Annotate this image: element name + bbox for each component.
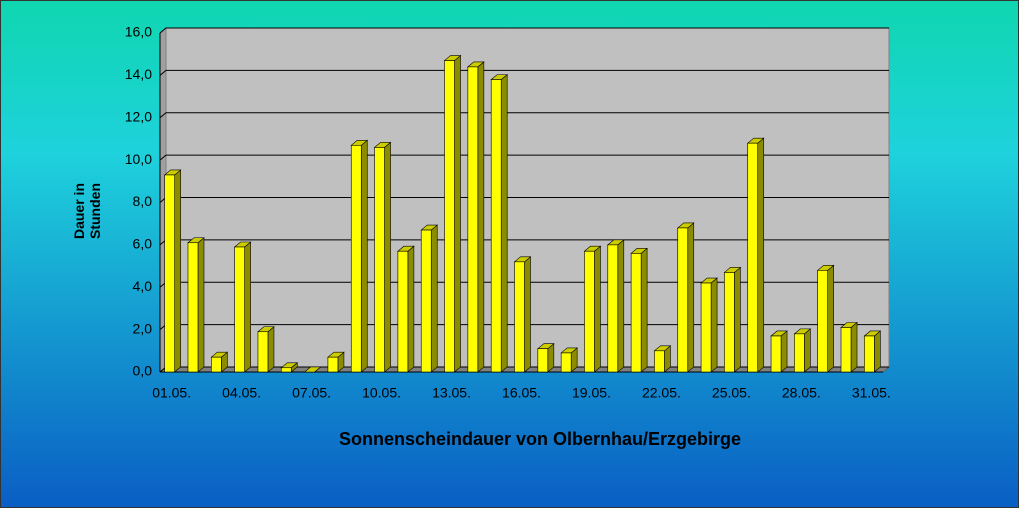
chart-title: Sonnenscheindauer von Olbernhau/Erzgebir… — [339, 429, 741, 449]
bar — [864, 335, 875, 373]
x-tick-label: 01.05. — [152, 385, 191, 401]
bar-side — [804, 328, 811, 373]
bar-side — [384, 141, 391, 373]
bar-side — [850, 321, 858, 373]
y-tick-label: 0,0 — [133, 363, 153, 379]
bar — [187, 242, 199, 373]
bar — [350, 144, 362, 373]
grid-line — [159, 69, 889, 76]
bar — [420, 229, 432, 373]
y-tick-label: 2,0 — [133, 320, 153, 336]
x-tick-label: 07.05. — [292, 385, 331, 401]
x-tick-label: 19.05. — [572, 385, 611, 401]
bar-side — [734, 266, 741, 373]
bar — [770, 335, 782, 373]
x-tick-label: 04.05. — [222, 385, 261, 401]
y-tick-label: 16,0 — [125, 24, 152, 40]
bar-side — [267, 326, 275, 373]
x-tick-label: 10.05. — [362, 385, 401, 401]
bar-side — [617, 239, 625, 373]
bar — [584, 250, 595, 373]
grid-line — [159, 112, 889, 119]
plot-area: 0,0 2,0 4,0 6,0 8,0 10,0 12,0 14,0 16,0 01.05. 04.… — [125, 24, 891, 401]
grid-line — [159, 27, 889, 34]
bar-side — [640, 247, 648, 373]
bar-side — [827, 264, 834, 373]
bar — [490, 79, 502, 373]
bar — [607, 244, 619, 373]
bar — [724, 272, 735, 373]
bar-side — [874, 330, 881, 373]
x-tick-label: 13.05. — [432, 385, 471, 401]
x-tick-label: 28.05. — [782, 385, 821, 401]
y-tick-label: 10,0 — [125, 151, 152, 167]
y-tick-label: 8,0 — [133, 193, 153, 209]
bar — [840, 327, 852, 373]
bar — [794, 333, 805, 373]
bar-side — [594, 245, 601, 373]
bar — [654, 350, 665, 373]
bar-side — [407, 245, 415, 373]
bar-side — [500, 73, 508, 373]
bar — [164, 174, 175, 373]
bar — [234, 246, 245, 373]
bar — [374, 147, 385, 373]
bar-side — [174, 169, 181, 373]
bar-side — [360, 139, 368, 373]
grid-line — [159, 154, 889, 161]
bar-side — [687, 222, 695, 373]
bar-side — [454, 54, 461, 373]
bar — [677, 227, 689, 373]
bar-side — [780, 330, 788, 373]
bar — [257, 331, 269, 373]
bar — [444, 60, 455, 373]
bar — [514, 261, 525, 373]
y-tick-label: 14,0 — [125, 66, 152, 82]
bar — [747, 142, 759, 373]
bar-side — [244, 241, 251, 373]
x-tick-label: 22.05. — [642, 385, 681, 401]
bar — [560, 352, 572, 373]
bar-side — [477, 61, 485, 373]
bar-top — [303, 366, 322, 373]
bar — [537, 348, 549, 373]
bar — [211, 356, 222, 373]
bar — [467, 66, 479, 373]
y-tick-label: 6,0 — [133, 236, 153, 252]
bar — [817, 269, 828, 373]
y-tick-label: 12,0 — [125, 108, 152, 124]
bar — [630, 253, 642, 373]
bar — [700, 282, 712, 373]
x-tick-label: 25.05. — [712, 385, 751, 401]
bar-side — [757, 137, 765, 373]
bar-side — [524, 256, 531, 373]
y-tick-label: 4,0 — [133, 278, 153, 294]
bar — [397, 250, 409, 373]
y-axis-label: Dauer in Stunden — [71, 183, 103, 240]
x-tick-label: 31.05. — [852, 385, 891, 401]
bar-side — [710, 277, 718, 373]
bar — [280, 367, 292, 373]
bar-side — [430, 224, 438, 373]
bar — [327, 356, 339, 373]
x-tick-label: 16.05. — [502, 385, 541, 401]
bar-side — [197, 237, 205, 373]
